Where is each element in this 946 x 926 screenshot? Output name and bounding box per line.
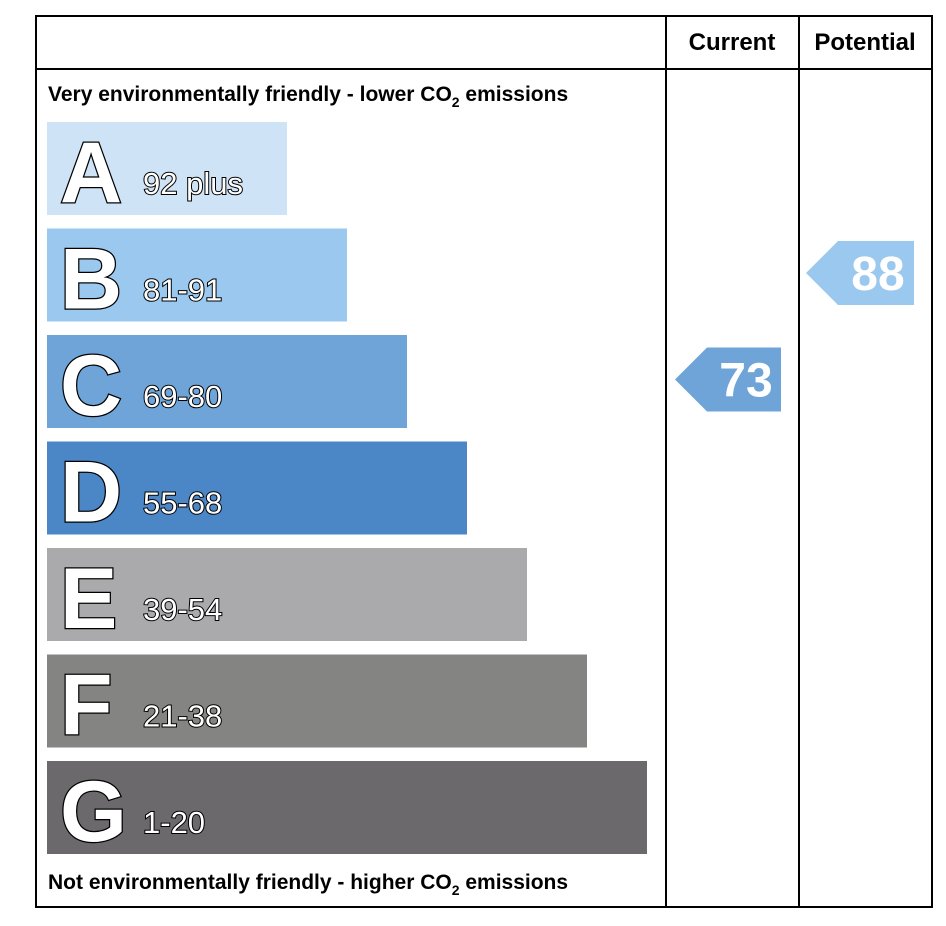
band-e-letter: E <box>60 551 117 647</box>
band-g-letter: G <box>60 764 127 860</box>
band-b-range: 81-91 <box>143 273 222 308</box>
band-g: G 1-20 <box>47 761 647 861</box>
band-g-range: 1-20 <box>143 805 205 840</box>
top-caption-suffix: emissions <box>460 83 569 106</box>
rating-bands: A 92 plus B 81-91 C 69-80 D 55-68 E 39-54 F 21-38 G 1… <box>47 122 647 861</box>
top-caption-text: Very environmentally friendly - lower CO <box>48 83 452 106</box>
rating-markers: 73 88 <box>675 241 914 412</box>
band-d-range: 55-68 <box>143 486 222 521</box>
band-a-letter: A <box>60 125 122 221</box>
band-f-bar <box>47 654 587 748</box>
potential-column-header: Potential <box>814 29 915 56</box>
band-d: D 55-68 <box>47 441 467 542</box>
bottom-caption-suffix: emissions <box>460 871 569 894</box>
band-a-range: 92 plus <box>143 166 243 201</box>
band-b-letter: B <box>60 232 122 328</box>
band-c-range: 69-80 <box>143 379 222 414</box>
potential-rating-marker: 88 <box>806 241 914 305</box>
band-c-letter: C <box>60 338 122 434</box>
bottom-caption: Not environmentally friendly - higher CO… <box>48 871 568 898</box>
band-d-bar <box>47 441 467 535</box>
potential-rating-marker-arrow <box>806 241 914 305</box>
band-c-bar <box>47 335 407 428</box>
band-e-bar <box>47 548 527 641</box>
potential-rating-marker-value: 88 <box>851 248 904 301</box>
current-rating-marker: 73 <box>675 347 781 412</box>
band-a-bar <box>47 122 287 215</box>
band-e-range: 39-54 <box>143 592 222 627</box>
band-c: C 69-80 <box>47 335 407 435</box>
outer-border <box>35 15 933 908</box>
chart-frame <box>35 15 933 908</box>
band-f: F 21-38 <box>47 654 587 755</box>
bottom-caption-text: Not environmentally friendly - higher CO <box>48 871 452 894</box>
band-d-letter: D <box>60 445 122 541</box>
band-b-bar <box>47 228 347 322</box>
band-f-letter: F <box>60 658 113 754</box>
band-g-bar <box>47 761 647 854</box>
band-e: E 39-54 <box>47 548 527 648</box>
current-rating-marker-value: 73 <box>719 355 772 408</box>
current-column-header: Current <box>689 29 776 56</box>
current-rating-marker-arrow <box>675 347 781 412</box>
top-caption: Very environmentally friendly - lower CO… <box>48 83 568 110</box>
band-b: B 81-91 <box>47 228 347 329</box>
band-a: A 92 plus <box>47 122 287 222</box>
bottom-caption-subscript: 2 <box>452 882 460 898</box>
band-f-range: 21-38 <box>143 699 222 734</box>
top-caption-subscript: 2 <box>452 94 460 110</box>
